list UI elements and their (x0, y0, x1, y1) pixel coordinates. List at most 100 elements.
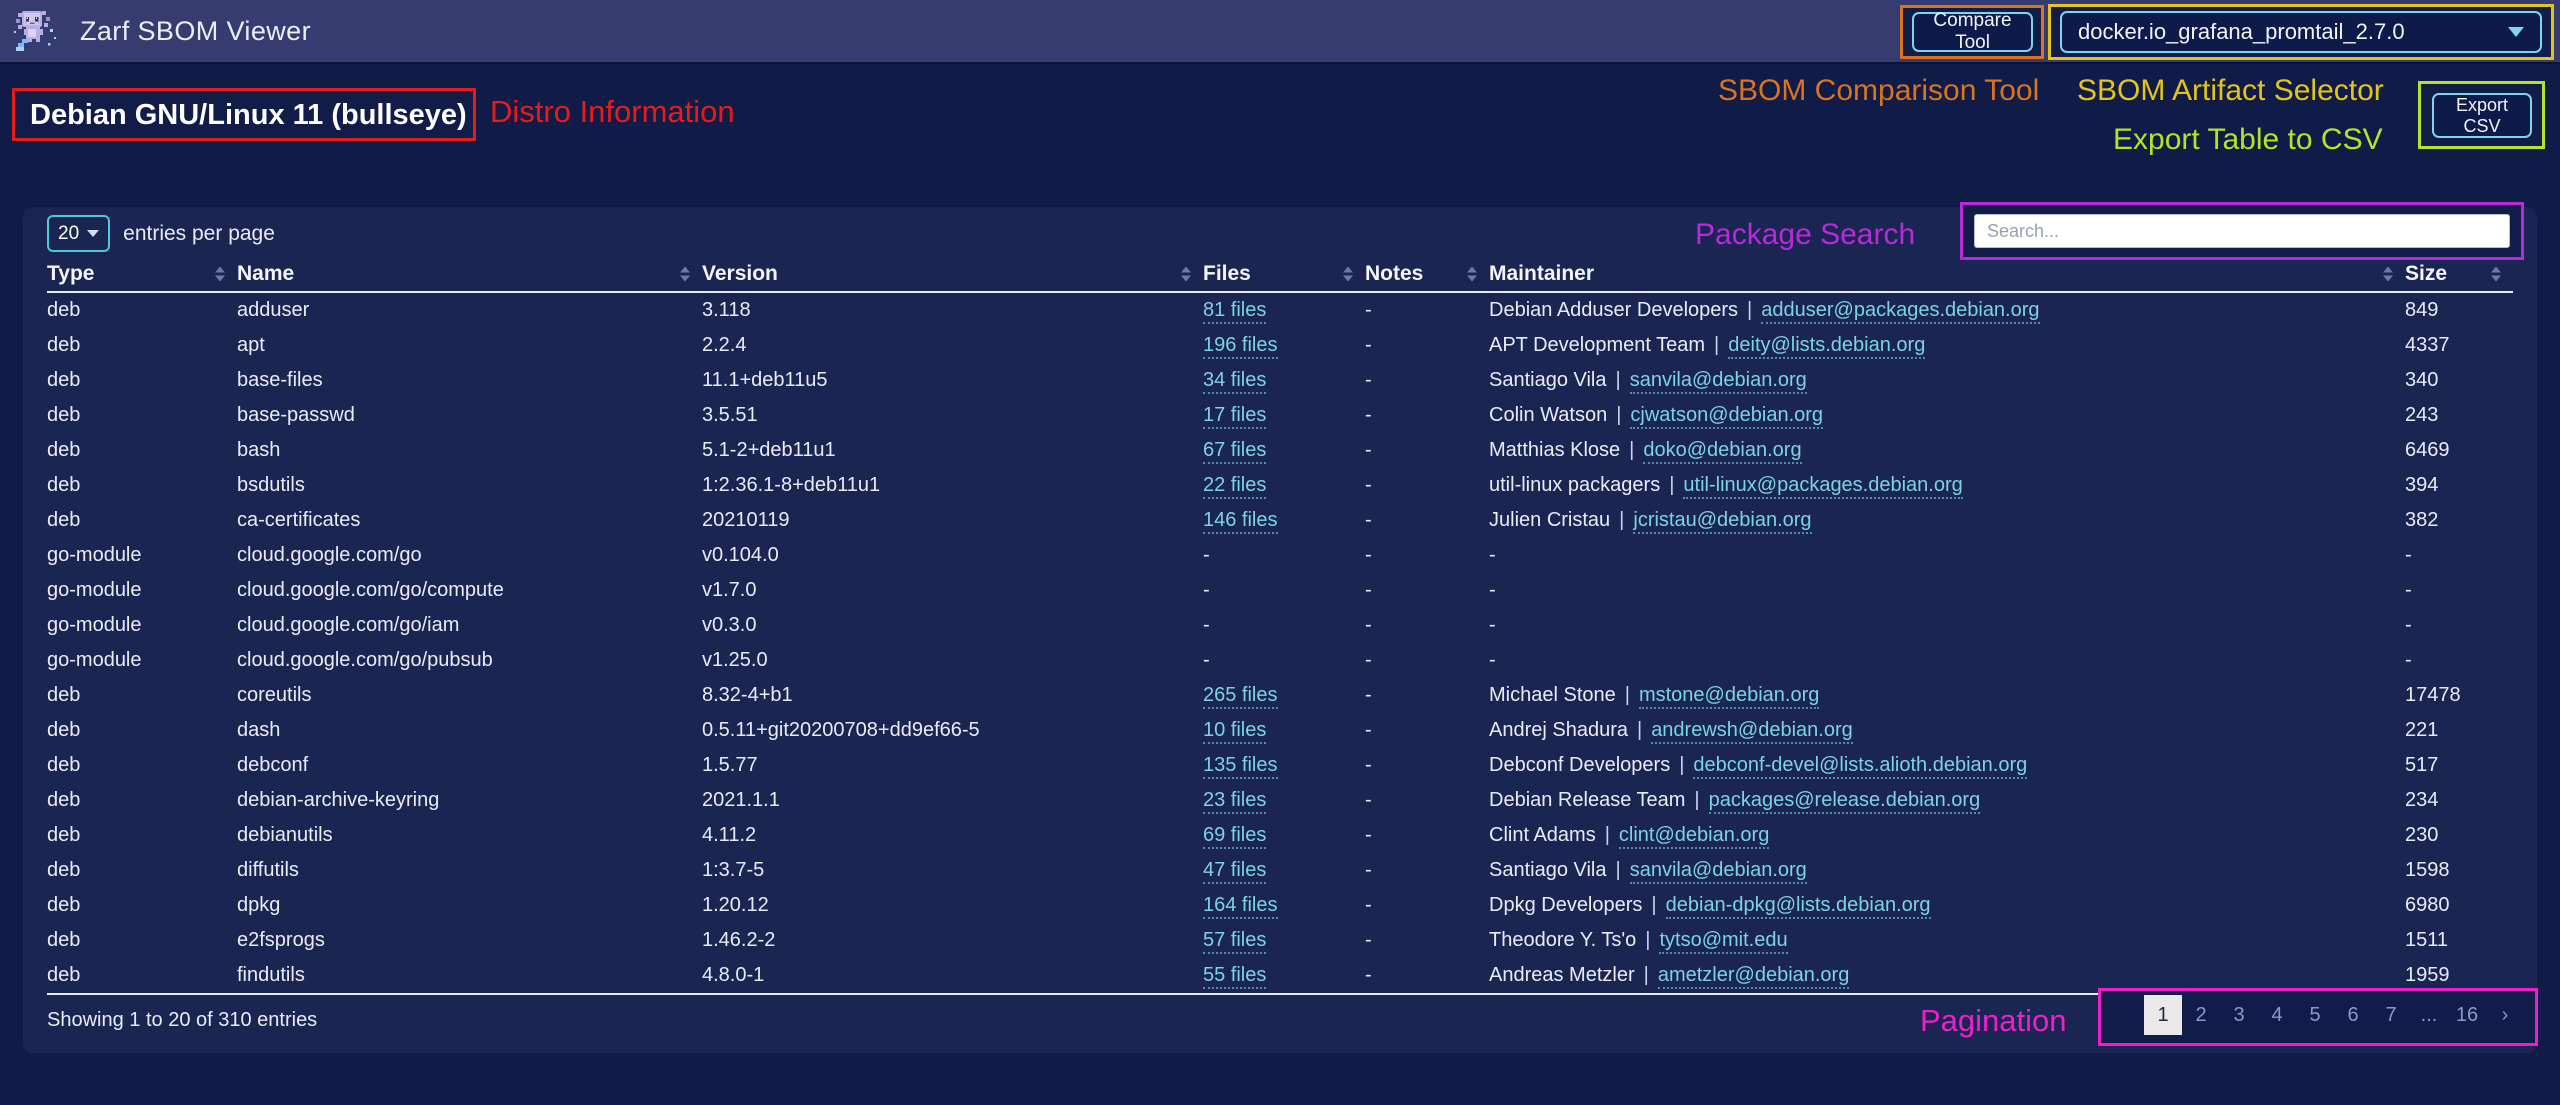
page-button-6[interactable]: 6 (2347, 1003, 2359, 1026)
maintainer-email-link[interactable]: sanvila@debian.org (1629, 369, 1807, 394)
table-row: deb debconf 1.5.77 135 files - Debconf Develo… (47, 748, 2513, 783)
page-button-1[interactable]: 1 (2144, 995, 2182, 1035)
artifact-selector-dropdown[interactable]: docker.io_grafana_promtail_2.7.0 (2060, 11, 2542, 53)
next-page-button[interactable]: › (2501, 1003, 2509, 1026)
column-header-maintainer[interactable]: Maintainer (1489, 257, 2405, 293)
cell-name: bsdutils (237, 474, 305, 496)
cell-files: 196 files (1203, 328, 1365, 363)
maintainer-email-link[interactable]: debconf-devel@lists.alioth.debian.org (1693, 754, 2028, 779)
separator: | (1615, 369, 1621, 391)
cell-files: - (1203, 649, 1210, 671)
maintainer-email-link[interactable]: ametzler@debian.org (1657, 964, 1850, 989)
export-csv-button[interactable]: Export CSV (2432, 93, 2532, 138)
cell-name: dash (237, 719, 281, 741)
files-link[interactable]: 164 files (1203, 894, 1278, 919)
separator: | (1616, 404, 1622, 426)
maintainer-email-link[interactable]: sanvila@debian.org (1629, 859, 1807, 884)
files-link[interactable]: 81 files (1203, 299, 1267, 324)
cell-notes: - (1365, 299, 1372, 321)
maintainer-email-link[interactable]: adduser@packages.debian.org (1761, 299, 2040, 324)
column-header-notes[interactable]: Notes (1365, 257, 1489, 293)
separator: | (1636, 719, 1643, 741)
cell-files: - (1203, 614, 1210, 636)
cell-files: 23 files (1203, 783, 1365, 818)
column-header-version[interactable]: Version (702, 257, 1203, 293)
cell-size: 4337 (2405, 334, 2450, 356)
cell-size: 234 (2405, 789, 2439, 811)
files-link[interactable]: 57 files (1203, 929, 1267, 954)
cell-name: findutils (237, 958, 702, 995)
maintainer-email-link[interactable]: util-linux@packages.debian.org (1683, 474, 1963, 499)
page-button-5[interactable]: 5 (2309, 1003, 2321, 1026)
annotation-label-comparison-tool: SBOM Comparison Tool (1718, 74, 2040, 107)
maintainer-name: Michael Stone (1489, 684, 1616, 706)
cell-version: 1:3.7-5 (702, 859, 765, 881)
files-link[interactable]: 196 files (1203, 334, 1278, 359)
select-caret-icon (87, 230, 100, 237)
maintainer-email-link[interactable]: jcristau@debian.org (1633, 509, 1812, 534)
cell-type: deb (47, 299, 81, 321)
maintainer-email-link[interactable]: doko@debian.org (1643, 439, 1802, 464)
cell-notes: - (1365, 649, 1372, 671)
cell-size: - (2405, 579, 2412, 601)
maintainer-email-link[interactable]: packages@release.debian.org (1708, 789, 1981, 814)
maintainer-email-link[interactable]: cjwatson@debian.org (1630, 404, 1824, 429)
separator: | (1615, 859, 1621, 881)
maintainer-email-link[interactable]: mstone@debian.org (1638, 684, 1820, 709)
separator: | (1747, 299, 1753, 321)
annotation-label-distro: Distro Information (490, 94, 735, 129)
search-input[interactable] (1974, 214, 2510, 248)
page-button-7[interactable]: 7 (2385, 1003, 2397, 1026)
cell-type: go-module (47, 614, 142, 636)
zarf-axolotl-logo-icon (14, 11, 56, 51)
files-link[interactable]: 146 files (1203, 509, 1278, 534)
cell-files: 135 files (1203, 748, 1365, 783)
maintainer-name: Matthias Klose (1489, 439, 1621, 461)
files-link[interactable]: 265 files (1203, 684, 1278, 709)
maintainer-email-link[interactable]: andrewsh@debian.org (1651, 719, 1853, 744)
compare-tool-button[interactable]: Compare Tool (1912, 10, 2033, 53)
maintainer-email-link[interactable]: debian-dpkg@lists.debian.org (1665, 894, 1931, 919)
files-link[interactable]: 10 files (1203, 719, 1267, 744)
maintainer-email-link[interactable]: deity@lists.debian.org (1728, 334, 1926, 359)
files-link[interactable]: 47 files (1203, 859, 1267, 884)
cell-notes: - (1365, 859, 1372, 881)
table-row: deb e2fsprogs 1.46.2-2 57 files - Theodore Y.… (47, 923, 2513, 958)
cell-notes: - (1365, 404, 1372, 426)
cell-maintainer: Theodore Y. Ts'o | tytso@mit.edu (1489, 923, 2405, 958)
page-button-3[interactable]: 3 (2233, 1003, 2245, 1026)
cell-version: 3.118 (702, 299, 751, 321)
cell-type: go-module (47, 649, 142, 671)
files-link[interactable]: 69 files (1203, 824, 1267, 849)
page-button-4[interactable]: 4 (2271, 1003, 2283, 1026)
maintainer-email-link[interactable]: clint@debian.org (1618, 824, 1770, 849)
files-link[interactable]: 23 files (1203, 789, 1267, 814)
column-header-type[interactable]: Type (47, 257, 237, 293)
files-link[interactable]: 55 files (1203, 964, 1267, 989)
cell-maintainer: APT Development Team | deity@lists.debian.… (1489, 328, 2405, 363)
column-header-files[interactable]: Files (1203, 257, 1365, 293)
app-title: Zarf SBOM Viewer (80, 15, 311, 46)
column-header-size[interactable]: Size (2405, 257, 2513, 293)
files-link[interactable]: 135 files (1203, 754, 1278, 779)
separator: | (1714, 334, 1720, 356)
cell-maintainer: Colin Watson | cjwatson@debian.org (1489, 398, 2405, 433)
maintainer-email-link[interactable]: tytso@mit.edu (1659, 929, 1788, 954)
separator: | (1604, 824, 1610, 846)
page-button-2[interactable]: 2 (2195, 1003, 2207, 1026)
files-link[interactable]: 34 files (1203, 369, 1267, 394)
cell-version: 3.5.51 (702, 404, 758, 426)
table-row: deb coreutils 8.32-4+b1 265 files - Michael S… (47, 678, 2513, 713)
entries-per-page-select[interactable]: 20 (47, 215, 111, 252)
page-button-16[interactable]: 16 (2455, 1003, 2479, 1026)
column-header-name[interactable]: Name (237, 257, 702, 293)
cell-size: 1598 (2405, 859, 2450, 881)
table-row: deb debian-archive-keyring 2021.1.1 23 file… (47, 783, 2513, 818)
cell-version: 2021.1.1 (702, 789, 780, 811)
files-link[interactable]: 22 files (1203, 474, 1267, 499)
cell-size: 230 (2405, 824, 2439, 846)
cell-size: 17478 (2405, 684, 2461, 706)
cell-type: deb (47, 439, 81, 461)
files-link[interactable]: 67 files (1203, 439, 1267, 464)
files-link[interactable]: 17 files (1203, 404, 1267, 429)
